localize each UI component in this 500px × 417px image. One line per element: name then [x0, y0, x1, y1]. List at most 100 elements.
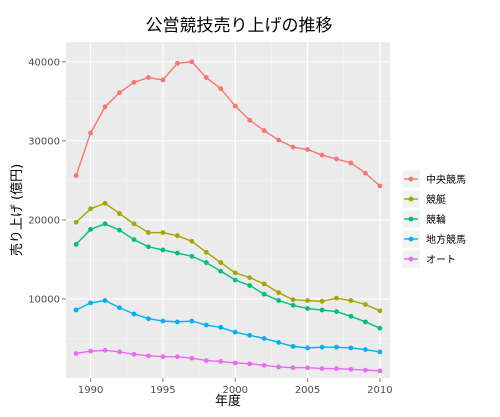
- data-point: [348, 366, 354, 372]
- legend-item: 競輪: [401, 209, 446, 229]
- data-point: [88, 226, 93, 232]
- data-point: [377, 183, 383, 189]
- x-axis-title: 年度: [215, 393, 241, 409]
- data-point: [218, 86, 224, 92]
- series-4: [73, 347, 383, 374]
- y-tick-label: 30000: [28, 136, 60, 147]
- data-point: [160, 247, 166, 253]
- data-point: [218, 325, 224, 330]
- data-point: [146, 316, 151, 322]
- legend-item: オート: [401, 249, 456, 269]
- data-point: [102, 221, 108, 227]
- data-point: [117, 211, 122, 216]
- x-tick-label: 2000: [223, 385, 248, 396]
- data-point: [247, 275, 253, 280]
- data-point: [218, 268, 224, 274]
- data-point: [189, 59, 195, 65]
- legend-key-point: [408, 196, 414, 202]
- data-point: [261, 281, 267, 287]
- data-point: [334, 309, 339, 314]
- data-point: [247, 117, 253, 123]
- data-point: [319, 344, 325, 350]
- data-point: [319, 152, 325, 158]
- data-point: [160, 354, 166, 360]
- data-point: [102, 298, 108, 303]
- data-point: [117, 90, 122, 95]
- data-point: [305, 365, 310, 371]
- data-point: [146, 75, 151, 80]
- data-point: [363, 319, 368, 325]
- x-tick-label: 1995: [150, 385, 175, 396]
- data-point: [189, 238, 195, 244]
- legend-label: オート: [426, 254, 456, 266]
- series-2: [73, 221, 383, 331]
- data-point: [232, 329, 238, 335]
- data-point: [102, 200, 108, 206]
- legend-label: 中央競馬: [426, 173, 466, 186]
- y-tick-label: 10000: [28, 294, 60, 305]
- data-point: [131, 237, 137, 243]
- data-point: [174, 319, 180, 325]
- data-point: [247, 283, 253, 288]
- data-point: [203, 249, 209, 255]
- data-point: [102, 347, 108, 353]
- y-tick-label: 40000: [28, 57, 60, 68]
- data-point: [73, 173, 79, 179]
- legend-label: 競輪: [426, 213, 446, 226]
- data-point: [290, 365, 296, 371]
- data-point: [218, 260, 224, 265]
- data-point: [88, 206, 93, 212]
- legend-label: 地方競馬: [426, 233, 466, 246]
- data-point: [276, 290, 282, 296]
- data-point: [334, 295, 339, 301]
- data-point: [232, 270, 238, 276]
- data-point: [174, 354, 180, 360]
- data-point: [377, 349, 383, 355]
- y-tick-label: 20000: [28, 215, 60, 226]
- data-point: [203, 358, 209, 364]
- legend-key-point: [408, 216, 414, 222]
- data-point: [305, 147, 310, 152]
- series-line: [75, 61, 381, 187]
- data-point: [334, 156, 339, 162]
- data-point: [290, 297, 296, 303]
- data-point: [160, 318, 166, 324]
- data-point: [73, 351, 79, 356]
- data-point: [334, 344, 339, 350]
- data-point: [160, 230, 166, 235]
- series-line: [76, 349, 380, 372]
- data-point: [377, 308, 383, 314]
- data-point: [261, 336, 267, 341]
- data-point: [160, 77, 166, 83]
- x-axis: 1990 1995 2000 2005 2010: [78, 378, 393, 396]
- data-point: [363, 347, 368, 352]
- data-point: [232, 360, 238, 366]
- data-point: [319, 307, 325, 313]
- x-tick-label: 2005: [295, 385, 320, 396]
- data-point: [73, 241, 79, 247]
- data-point: [363, 367, 368, 373]
- legend-item: 中央競馬: [401, 169, 466, 189]
- data-point: [131, 221, 137, 227]
- data-point: [247, 332, 253, 338]
- series-line: [75, 202, 381, 312]
- data-point: [189, 318, 195, 324]
- series-line: [75, 299, 380, 353]
- data-point: [88, 300, 93, 306]
- legend-item: 地方競馬: [401, 229, 466, 249]
- chart-title: 公営競技売り上げの推移: [146, 16, 333, 36]
- data-point: [290, 302, 296, 308]
- data-point: [363, 302, 368, 307]
- data-point: [348, 345, 354, 351]
- data-point: [131, 311, 137, 317]
- legend-item: 競艇: [401, 189, 446, 209]
- data-point: [276, 364, 282, 370]
- data-point: [232, 103, 238, 109]
- data-point: [290, 144, 296, 150]
- data-point: [88, 130, 93, 136]
- series-3: [73, 298, 383, 355]
- data-point: [319, 298, 325, 304]
- data-point: [334, 366, 339, 371]
